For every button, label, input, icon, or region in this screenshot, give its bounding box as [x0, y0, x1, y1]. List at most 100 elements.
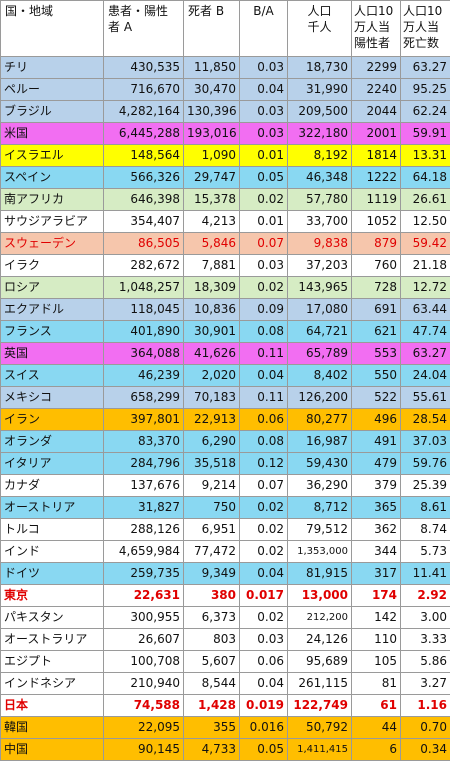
deaths-per-100k-cell: 64.18 [400, 166, 450, 189]
table-row: イラン 397,801 22,913 0.06 80,277 496 28.54 [0, 408, 450, 431]
deaths-per-100k-cell: 37.03 [400, 430, 450, 453]
table-row: 東京 22,631 380 0.017 13,000 174 2.92 [0, 584, 450, 607]
cases-per-100k-cell: 879 [351, 232, 401, 255]
ratio-cell: 0.06 [239, 408, 288, 431]
deaths-per-100k-cell: 47.74 [400, 320, 450, 343]
deaths-cell: 22,913 [183, 408, 240, 431]
country-cell: エジプト [0, 650, 104, 673]
deaths-cell: 2,020 [183, 364, 240, 387]
deaths-cell: 10,836 [183, 298, 240, 321]
ratio-cell: 0.03 [239, 56, 288, 79]
deaths-cell: 77,472 [183, 540, 240, 563]
deaths-per-100k-cell: 2.92 [400, 584, 450, 607]
cases-cell: 46,239 [103, 364, 184, 387]
header-cases: 患者・陽性者 A [103, 0, 184, 57]
table-row: チリ 430,535 11,850 0.03 18,730 2299 63.27 [0, 56, 450, 79]
deaths-cell: 1,428 [183, 694, 240, 717]
cases-cell: 397,801 [103, 408, 184, 431]
population-cell: 126,200 [287, 386, 352, 409]
cases-cell: 22,631 [103, 584, 184, 607]
population-cell: 8,712 [287, 496, 352, 519]
table-row: ブラジル 4,282,164 130,396 0.03 209,500 2044 62.24 [0, 100, 450, 123]
country-cell: メキシコ [0, 386, 104, 409]
cases-cell: 31,827 [103, 496, 184, 519]
cases-per-100k-cell: 174 [351, 584, 401, 607]
deaths-per-100k-cell: 59.91 [400, 122, 450, 145]
population-cell: 261,115 [287, 672, 352, 695]
cases-cell: 148,564 [103, 144, 184, 167]
population-cell: 24,126 [287, 628, 352, 651]
cases-per-100k-cell: 44 [351, 716, 401, 739]
cases-cell: 566,326 [103, 166, 184, 189]
deaths-per-100k-cell: 8.61 [400, 496, 450, 519]
population-cell: 143,965 [287, 276, 352, 299]
header-ratio: B/A [239, 0, 288, 57]
cases-cell: 83,370 [103, 430, 184, 453]
cases-per-100k-cell: 491 [351, 430, 401, 453]
table-row: イタリア 284,796 35,518 0.12 59,430 479 59.76 [0, 452, 450, 475]
country-cell: エクアドル [0, 298, 104, 321]
ratio-cell: 0.01 [239, 210, 288, 233]
cases-cell: 300,955 [103, 606, 184, 629]
population-cell: 50,792 [287, 716, 352, 739]
ratio-cell: 0.03 [239, 122, 288, 145]
deaths-cell: 70,183 [183, 386, 240, 409]
table-row: カナダ 137,676 9,214 0.07 36,290 379 25.39 [0, 474, 450, 497]
country-cell: 中国 [0, 738, 104, 761]
population-cell: 57,780 [287, 188, 352, 211]
country-cell: スイス [0, 364, 104, 387]
deaths-cell: 29,747 [183, 166, 240, 189]
population-cell: 122,749 [287, 694, 352, 717]
country-cell: 英国 [0, 342, 104, 365]
deaths-cell: 4,733 [183, 738, 240, 761]
deaths-per-100k-cell: 21.18 [400, 254, 450, 277]
deaths-cell: 11,850 [183, 56, 240, 79]
table-row: トルコ 288,126 6,951 0.02 79,512 362 8.74 [0, 518, 450, 541]
header-population: 人口 千人 [287, 0, 352, 57]
deaths-per-100k-cell: 8.74 [400, 518, 450, 541]
country-cell: カナダ [0, 474, 104, 497]
cases-cell: 354,407 [103, 210, 184, 233]
header-deaths-per-100k: 人口10 万人当 死亡数 [400, 0, 450, 57]
deaths-cell: 1,090 [183, 144, 240, 167]
ratio-cell: 0.04 [239, 364, 288, 387]
country-cell: スウェーデン [0, 232, 104, 255]
population-cell: 8,402 [287, 364, 352, 387]
table-row: メキシコ 658,299 70,183 0.11 126,200 522 55.61 [0, 386, 450, 409]
population-cell: 95,689 [287, 650, 352, 673]
ratio-cell: 0.06 [239, 650, 288, 673]
ratio-cell: 0.02 [239, 496, 288, 519]
population-cell: 59,430 [287, 452, 352, 475]
cases-cell: 4,282,164 [103, 100, 184, 123]
ratio-cell: 0.08 [239, 320, 288, 343]
table-row: オランダ 83,370 6,290 0.08 16,987 491 37.03 [0, 430, 450, 453]
deaths-per-100k-cell: 63.27 [400, 56, 450, 79]
cases-per-100k-cell: 365 [351, 496, 401, 519]
deaths-per-100k-cell: 0.34 [400, 738, 450, 761]
cases-cell: 74,588 [103, 694, 184, 717]
cases-cell: 288,126 [103, 518, 184, 541]
deaths-cell: 15,378 [183, 188, 240, 211]
ratio-cell: 0.04 [239, 562, 288, 585]
country-cell: イスラエル [0, 144, 104, 167]
cases-per-100k-cell: 496 [351, 408, 401, 431]
deaths-cell: 41,626 [183, 342, 240, 365]
cases-cell: 26,607 [103, 628, 184, 651]
deaths-per-100k-cell: 63.27 [400, 342, 450, 365]
deaths-cell: 6,290 [183, 430, 240, 453]
table-row: ペルー 716,670 30,470 0.04 31,990 2240 95.25 [0, 78, 450, 101]
deaths-cell: 7,881 [183, 254, 240, 277]
country-cell: イタリア [0, 452, 104, 475]
deaths-cell: 8,544 [183, 672, 240, 695]
table-row: 日本 74,588 1,428 0.019 122,749 61 1.16 [0, 694, 450, 717]
population-cell: 1,411,415 [287, 738, 352, 761]
population-cell: 65,789 [287, 342, 352, 365]
table-row: フランス 401,890 30,901 0.08 64,721 621 47.74 [0, 320, 450, 343]
cases-cell: 430,535 [103, 56, 184, 79]
cases-cell: 118,045 [103, 298, 184, 321]
cases-per-100k-cell: 344 [351, 540, 401, 563]
deaths-cell: 35,518 [183, 452, 240, 475]
table-row: イラク 282,672 7,881 0.03 37,203 760 21.18 [0, 254, 450, 277]
country-cell: オーストラリア [0, 628, 104, 651]
table-row: サウジアラビア 354,407 4,213 0.01 33,700 1052 12.50 [0, 210, 450, 233]
